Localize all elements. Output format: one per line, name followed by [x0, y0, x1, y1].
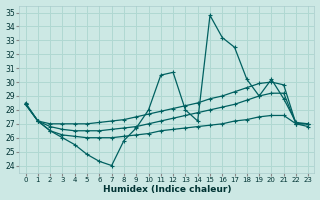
X-axis label: Humidex (Indice chaleur): Humidex (Indice chaleur)	[103, 185, 231, 194]
